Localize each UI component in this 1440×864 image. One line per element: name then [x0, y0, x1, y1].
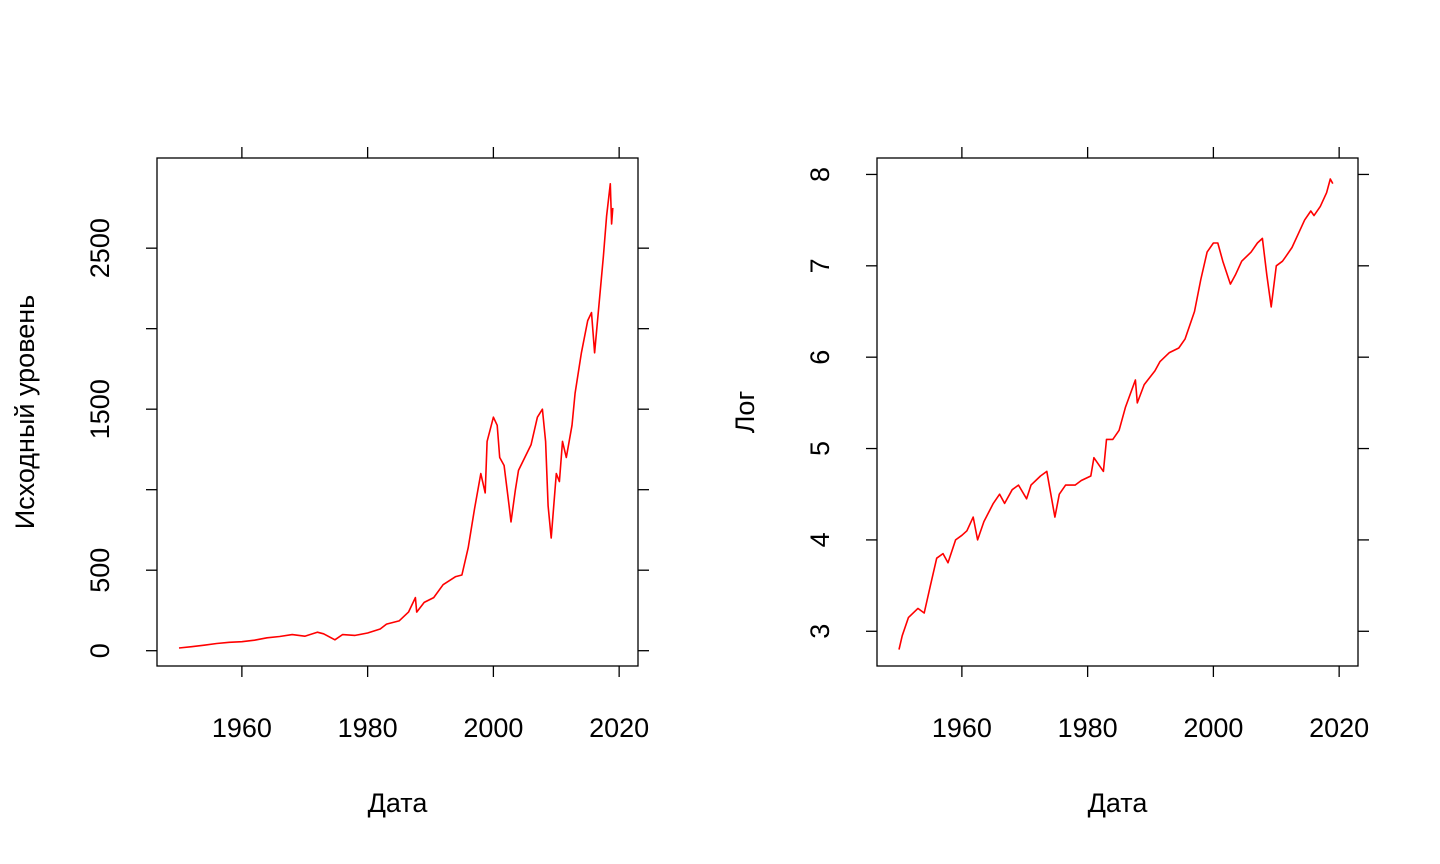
y-axis: 3 4 5 6 7 8: [805, 167, 1369, 639]
series-group: [898, 178, 1334, 650]
y-axis: 0 500 1500 2500: [85, 218, 649, 658]
y-tick-label: 2500: [85, 218, 115, 278]
y-tick-label: 8: [805, 167, 835, 182]
x-tick-label: 2020: [1309, 713, 1369, 743]
y-tick-label: 4: [805, 532, 835, 547]
series-line: [178, 183, 614, 649]
log-level-panel: 1960 1980 2000 2020 3 4 5 6 7 8 Дата Лог: [730, 147, 1369, 818]
y-tick-label: 0: [85, 643, 115, 658]
x-tick-label: 1980: [1058, 713, 1118, 743]
plot-frame: [876, 157, 1359, 667]
x-tick-label: 2020: [589, 713, 649, 743]
y-tick-label: 7: [805, 258, 835, 273]
x-tick-label: 1980: [338, 713, 398, 743]
x-tick-label: 2000: [1183, 713, 1243, 743]
y-axis-title: Лог: [730, 391, 760, 434]
plot-frame: [156, 157, 639, 667]
x-axis: 1960 1980 2000 2020: [212, 147, 649, 743]
y-tick-label: 1500: [85, 379, 115, 439]
y-tick-label: 3: [805, 624, 835, 639]
x-axis: 1960 1980 2000 2020: [932, 147, 1369, 743]
series-line: [898, 178, 1334, 650]
x-tick-label: 1960: [212, 713, 272, 743]
y-tick-label: 6: [805, 350, 835, 365]
x-axis-title: Дата: [1088, 788, 1149, 818]
x-axis-title: Дата: [368, 788, 429, 818]
y-tick-label: 5: [805, 441, 835, 456]
y-tick-label: 500: [85, 548, 115, 593]
x-tick-label: 1960: [932, 713, 992, 743]
raw-level-panel: 1960 1980 2000 2020 0 500 1500 2500 Дата Исход…: [10, 147, 649, 818]
series-group: [178, 183, 614, 649]
x-tick-label: 2000: [463, 713, 523, 743]
y-axis-title: Исходный уровень: [10, 295, 40, 529]
